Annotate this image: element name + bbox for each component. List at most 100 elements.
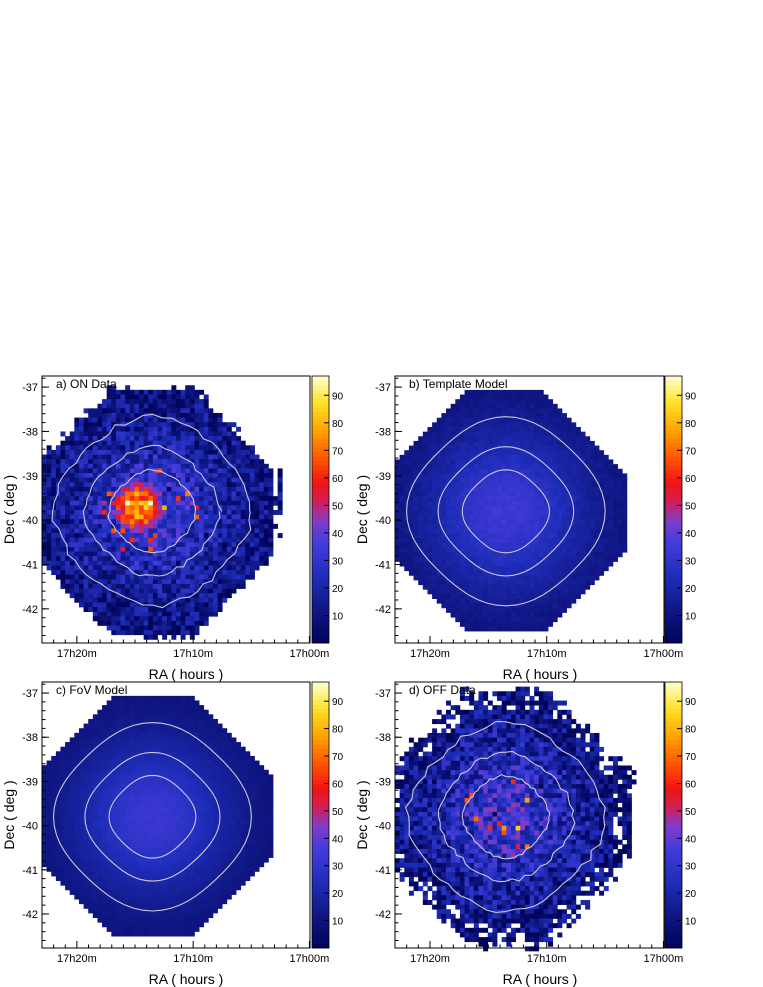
heatmap-cell xyxy=(92,408,98,414)
heatmap-cell xyxy=(529,445,535,451)
heatmap-cell xyxy=(102,797,108,803)
heatmap-cell xyxy=(189,399,195,405)
heatmap-cell xyxy=(180,579,186,585)
heatmap-cell xyxy=(102,556,108,562)
heatmap-cell xyxy=(74,769,80,775)
heatmap-cell xyxy=(189,486,195,492)
heatmap-cell xyxy=(176,491,181,497)
heatmap-cell xyxy=(46,510,52,515)
heatmap-cell xyxy=(436,515,442,521)
heatmap-cell xyxy=(69,876,75,882)
heatmap-cell xyxy=(464,482,470,488)
heatmap-cell xyxy=(418,440,424,446)
heatmap-cell xyxy=(506,533,512,539)
heatmap-cell xyxy=(203,477,209,483)
heatmap-cell xyxy=(254,468,260,474)
colorbar-swatch xyxy=(665,634,682,639)
heatmap-cell xyxy=(603,501,609,507)
heatmap-cell xyxy=(617,491,623,497)
heatmap-cell xyxy=(450,589,456,595)
heatmap-cell xyxy=(538,459,544,465)
heatmap-cell xyxy=(589,478,595,484)
heatmap-cell xyxy=(78,732,84,738)
heatmap-cell xyxy=(162,431,168,437)
heatmap-cell xyxy=(436,529,442,535)
heatmap-cell xyxy=(92,894,98,900)
heatmap-cell xyxy=(166,459,172,465)
heatmap-cell xyxy=(208,607,214,612)
heatmap-cell xyxy=(102,788,108,794)
heatmap-cell xyxy=(469,427,475,433)
y-tick-label: -41 xyxy=(22,559,38,571)
heatmap-cell xyxy=(436,556,442,562)
heatmap-cell xyxy=(534,408,540,414)
heatmap-cell xyxy=(88,751,94,757)
heatmap-cell xyxy=(148,412,154,418)
heatmap-cell xyxy=(185,625,191,631)
heatmap-cell xyxy=(450,454,456,460)
heatmap-cell xyxy=(418,538,424,544)
heatmap-cell xyxy=(557,552,563,558)
heatmap-cell xyxy=(65,533,71,539)
heatmap-cell xyxy=(60,802,66,808)
heatmap-cell xyxy=(83,866,89,872)
heatmap-cell xyxy=(483,487,489,493)
heatmap-cell xyxy=(543,607,549,613)
heatmap-cell xyxy=(185,496,191,502)
heatmap-cell xyxy=(203,579,209,585)
heatmap-cell xyxy=(483,389,489,395)
heatmap-cell xyxy=(88,436,94,442)
heatmap-cell xyxy=(492,584,498,590)
heatmap-cell xyxy=(469,575,475,581)
heatmap-cell xyxy=(134,426,140,432)
heatmap-cell xyxy=(515,589,521,595)
heatmap-cell xyxy=(106,436,112,442)
heatmap-cell xyxy=(599,566,605,572)
heatmap-cell xyxy=(561,427,567,433)
heatmap-cell xyxy=(455,403,461,409)
heatmap-cell xyxy=(143,440,149,446)
heatmap-cell xyxy=(432,570,438,576)
heatmap-cell xyxy=(88,889,94,895)
heatmap-cell xyxy=(148,546,154,552)
heatmap-cell xyxy=(436,589,442,595)
heatmap-cell xyxy=(176,574,181,580)
heatmap-cell xyxy=(97,463,103,469)
heatmap-cell xyxy=(552,598,558,604)
heatmap-cell xyxy=(106,519,112,525)
heatmap-cell xyxy=(125,454,131,460)
heatmap-cell xyxy=(148,459,154,465)
heatmap-cell xyxy=(60,556,66,562)
heatmap-cell xyxy=(157,560,163,566)
heatmap-cell xyxy=(538,607,544,613)
heatmap-cell xyxy=(162,496,168,502)
heatmap-cell xyxy=(134,611,140,617)
heatmap-cell xyxy=(427,515,433,521)
heatmap-cell xyxy=(78,431,84,437)
heatmap-cell xyxy=(455,440,461,446)
heatmap-cell xyxy=(571,533,577,539)
heatmap-cell xyxy=(589,524,595,530)
heatmap-cell xyxy=(162,588,168,594)
heatmap-cell xyxy=(134,482,140,488)
heatmap-cell xyxy=(231,468,237,474)
heatmap-cell xyxy=(115,607,121,612)
heatmap-cell xyxy=(162,583,168,589)
heatmap-cell xyxy=(120,408,126,414)
heatmap-cell xyxy=(464,473,470,479)
heatmap-cell xyxy=(65,579,71,585)
heatmap-cell xyxy=(88,816,94,821)
heatmap-cell xyxy=(524,431,530,437)
heatmap-cell xyxy=(78,760,84,766)
heatmap-cell xyxy=(83,857,89,863)
heatmap-cell xyxy=(199,491,205,497)
colorbar-swatch xyxy=(665,438,682,444)
heatmap-cell xyxy=(589,580,595,586)
heatmap-cell xyxy=(529,478,535,484)
heatmap-cell xyxy=(115,616,121,622)
heatmap-cell xyxy=(483,459,489,465)
heatmap-cell xyxy=(226,454,232,460)
heatmap-cell xyxy=(524,598,530,604)
heatmap-cell xyxy=(143,394,149,400)
heatmap-cell xyxy=(510,450,516,456)
